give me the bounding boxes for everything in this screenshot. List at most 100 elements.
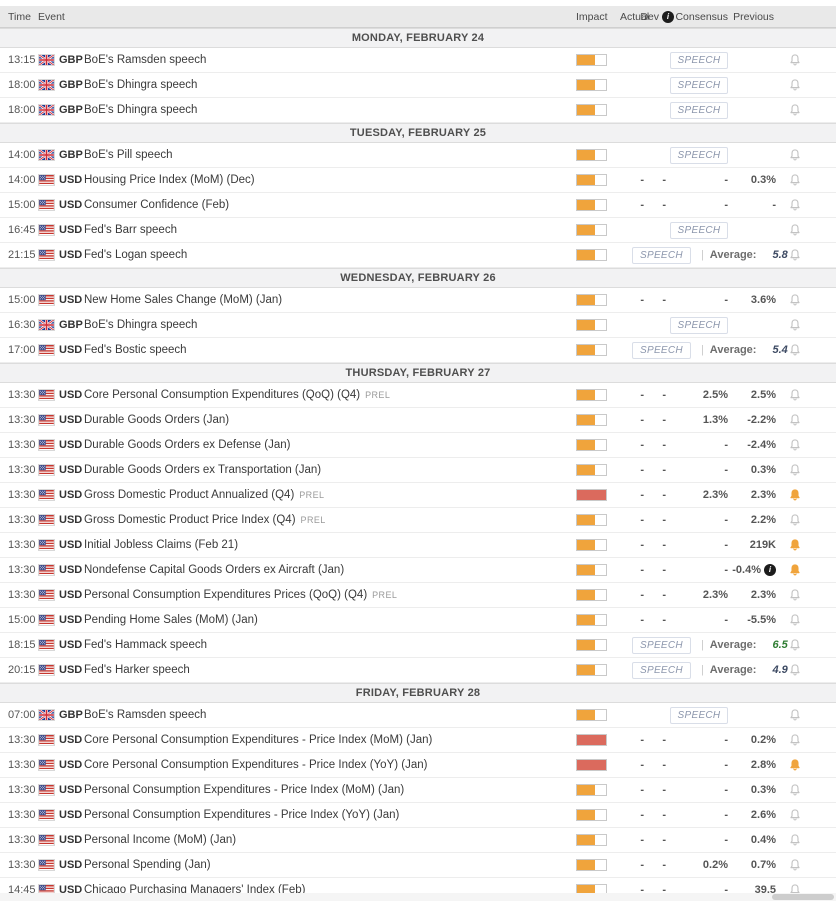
event-row[interactable]: 14:00 USD Housing Price Index (MoM) (Dec… <box>0 168 836 193</box>
event-name[interactable]: Fed's Hammack speech <box>84 639 207 651</box>
event-row[interactable]: 13:30 USD Personal Income (MoM) (Jan) - … <box>0 828 836 853</box>
event-row[interactable]: 18:15 USD Fed's Hammack speech SPEECH | … <box>0 633 836 658</box>
bell-icon[interactable] <box>788 663 802 677</box>
event-row[interactable]: 13:30 USD Gross Domestic Product Price I… <box>0 508 836 533</box>
event-name[interactable]: BoE's Pill speech <box>84 149 173 161</box>
event-name[interactable]: Fed's Bostic speech <box>84 344 187 356</box>
bell-icon[interactable] <box>788 78 802 92</box>
event-row[interactable]: 17:00 USD Fed's Bostic speech SPEECH | A… <box>0 338 836 363</box>
event-name[interactable]: Core Personal Consumption Expenditures (… <box>84 389 361 401</box>
event-row[interactable]: 13:30 USD Gross Domestic Product Annuali… <box>0 483 836 508</box>
event-name[interactable]: Personal Consumption Expenditures - Pric… <box>84 809 400 821</box>
currency-flag-icon <box>38 709 55 721</box>
event-name[interactable]: BoE's Dhingra speech <box>84 319 198 331</box>
event-name[interactable]: Personal Spending (Jan) <box>84 859 211 871</box>
event-row[interactable]: 13:30 USD Personal Consumption Expenditu… <box>0 778 836 803</box>
currency-code: USD <box>59 589 83 601</box>
event-row[interactable]: 13:30 USD Nondefense Capital Goods Order… <box>0 558 836 583</box>
event-row[interactable]: 13:30 USD Personal Spending (Jan) - - 0.… <box>0 853 836 878</box>
bell-icon[interactable] <box>788 733 802 747</box>
event-row[interactable]: 16:30 GBP BoE's Dhingra speech SPEECH <box>0 313 836 338</box>
bell-icon[interactable] <box>788 413 802 427</box>
event-row[interactable]: 07:00 GBP BoE's Ramsden speech SPEECH <box>0 703 836 728</box>
event-name[interactable]: Personal Income (MoM) (Jan) <box>84 834 237 846</box>
bell-icon[interactable] <box>788 173 802 187</box>
bell-icon[interactable] <box>788 613 802 627</box>
event-name[interactable]: Gross Domestic Product Annualized (Q4) <box>84 489 295 501</box>
bell-icon[interactable] <box>788 438 802 452</box>
bell-icon[interactable] <box>788 808 802 822</box>
event-row[interactable]: 15:00 USD New Home Sales Change (MoM) (J… <box>0 288 836 313</box>
bell-icon[interactable] <box>788 223 802 237</box>
consensus-value: - <box>724 294 728 306</box>
bell-icon[interactable] <box>788 103 802 117</box>
event-name[interactable]: Consumer Confidence (Feb) <box>84 199 230 211</box>
bell-icon[interactable] <box>788 318 802 332</box>
event-name[interactable]: Personal Consumption Expenditures - Pric… <box>84 784 405 796</box>
event-name[interactable]: Durable Goods Orders ex Defense (Jan) <box>84 439 291 451</box>
scrollbar-thumb[interactable] <box>772 894 834 900</box>
event-name[interactable]: Personal Consumption Expenditures Prices… <box>84 589 368 601</box>
event-row[interactable]: 15:00 USD Consumer Confidence (Feb) - - … <box>0 193 836 218</box>
event-row[interactable]: 21:15 USD Fed's Logan speech SPEECH | Av… <box>0 243 836 268</box>
bell-icon[interactable] <box>788 513 802 527</box>
event-row[interactable]: 18:00 GBP BoE's Dhingra speech SPEECH <box>0 98 836 123</box>
event-row[interactable]: 13:30 USD Durable Goods Orders ex Transp… <box>0 458 836 483</box>
event-row[interactable]: 14:00 GBP BoE's Pill speech SPEECH <box>0 143 836 168</box>
event-row[interactable]: 20:15 USD Fed's Harker speech SPEECH | A… <box>0 658 836 683</box>
event-row[interactable]: 18:00 GBP BoE's Dhingra speech SPEECH <box>0 73 836 98</box>
event-row[interactable]: 15:00 USD Pending Home Sales (MoM) (Jan)… <box>0 608 836 633</box>
event-name[interactable]: Core Personal Consumption Expenditures -… <box>84 734 433 746</box>
event-name[interactable]: New Home Sales Change (MoM) (Jan) <box>84 294 283 306</box>
bell-icon[interactable] <box>788 833 802 847</box>
event-name[interactable]: BoE's Ramsden speech <box>84 54 207 66</box>
event-name[interactable]: Durable Goods Orders ex Transportation (… <box>84 464 322 476</box>
deviation-value: - <box>662 614 666 626</box>
bell-icon[interactable] <box>788 488 802 502</box>
event-row[interactable]: 13:30 USD Durable Goods Orders (Jan) - -… <box>0 408 836 433</box>
event-name[interactable]: Fed's Harker speech <box>84 664 190 676</box>
bell-icon[interactable] <box>788 53 802 67</box>
currency-cell: USD <box>38 389 84 401</box>
bell-icon[interactable] <box>788 708 802 722</box>
event-row[interactable]: 13:30 USD Durable Goods Orders ex Defens… <box>0 433 836 458</box>
event-row[interactable]: 13:30 USD Personal Consumption Expenditu… <box>0 583 836 608</box>
event-row[interactable]: 16:45 USD Fed's Barr speech SPEECH <box>0 218 836 243</box>
bell-icon[interactable] <box>788 388 802 402</box>
event-name[interactable]: Fed's Logan speech <box>84 249 188 261</box>
event-name[interactable]: BoE's Dhingra speech <box>84 104 198 116</box>
event-name[interactable]: Core Personal Consumption Expenditures -… <box>84 759 428 771</box>
bell-icon[interactable] <box>788 148 802 162</box>
event-name[interactable]: BoE's Dhingra speech <box>84 79 198 91</box>
bell-icon[interactable] <box>788 783 802 797</box>
event-row[interactable]: 13:30 USD Personal Consumption Expenditu… <box>0 803 836 828</box>
bell-icon[interactable] <box>788 758 802 772</box>
event-name[interactable]: Pending Home Sales (MoM) (Jan) <box>84 614 258 626</box>
event-name[interactable]: Nondefense Capital Goods Orders ex Aircr… <box>84 564 345 576</box>
bell-icon[interactable] <box>788 463 802 477</box>
bell-icon[interactable] <box>788 638 802 652</box>
bell-icon[interactable] <box>788 858 802 872</box>
event-name[interactable]: Gross Domestic Product Price Index (Q4) <box>84 514 296 526</box>
consensus-value: - <box>724 834 728 846</box>
bell-icon[interactable] <box>788 563 802 577</box>
bell-icon[interactable] <box>788 198 802 212</box>
previous-info-icon[interactable]: i <box>764 564 776 576</box>
event-row[interactable]: 13:30 USD Core Personal Consumption Expe… <box>0 753 836 778</box>
event-row[interactable]: 13:30 USD Core Personal Consumption Expe… <box>0 383 836 408</box>
event-row[interactable]: 13:30 USD Initial Jobless Claims (Feb 21… <box>0 533 836 558</box>
event-name[interactable]: Housing Price Index (MoM) (Dec) <box>84 174 255 186</box>
event-name[interactable]: BoE's Ramsden speech <box>84 709 207 721</box>
event-name[interactable]: Durable Goods Orders (Jan) <box>84 414 230 426</box>
bell-icon[interactable] <box>788 248 802 262</box>
bell-icon[interactable] <box>788 538 802 552</box>
event-row[interactable]: 13:30 USD Core Personal Consumption Expe… <box>0 728 836 753</box>
currency-flag-icon <box>38 784 55 796</box>
bell-icon[interactable] <box>788 588 802 602</box>
event-name[interactable]: Fed's Barr speech <box>84 224 177 236</box>
event-row[interactable]: 13:15 GBP BoE's Ramsden speech SPEECH <box>0 48 836 73</box>
bell-icon[interactable] <box>788 293 802 307</box>
event-name[interactable]: Initial Jobless Claims (Feb 21) <box>84 539 239 551</box>
bell-icon[interactable] <box>788 343 802 357</box>
info-icon[interactable]: i <box>662 10 674 23</box>
